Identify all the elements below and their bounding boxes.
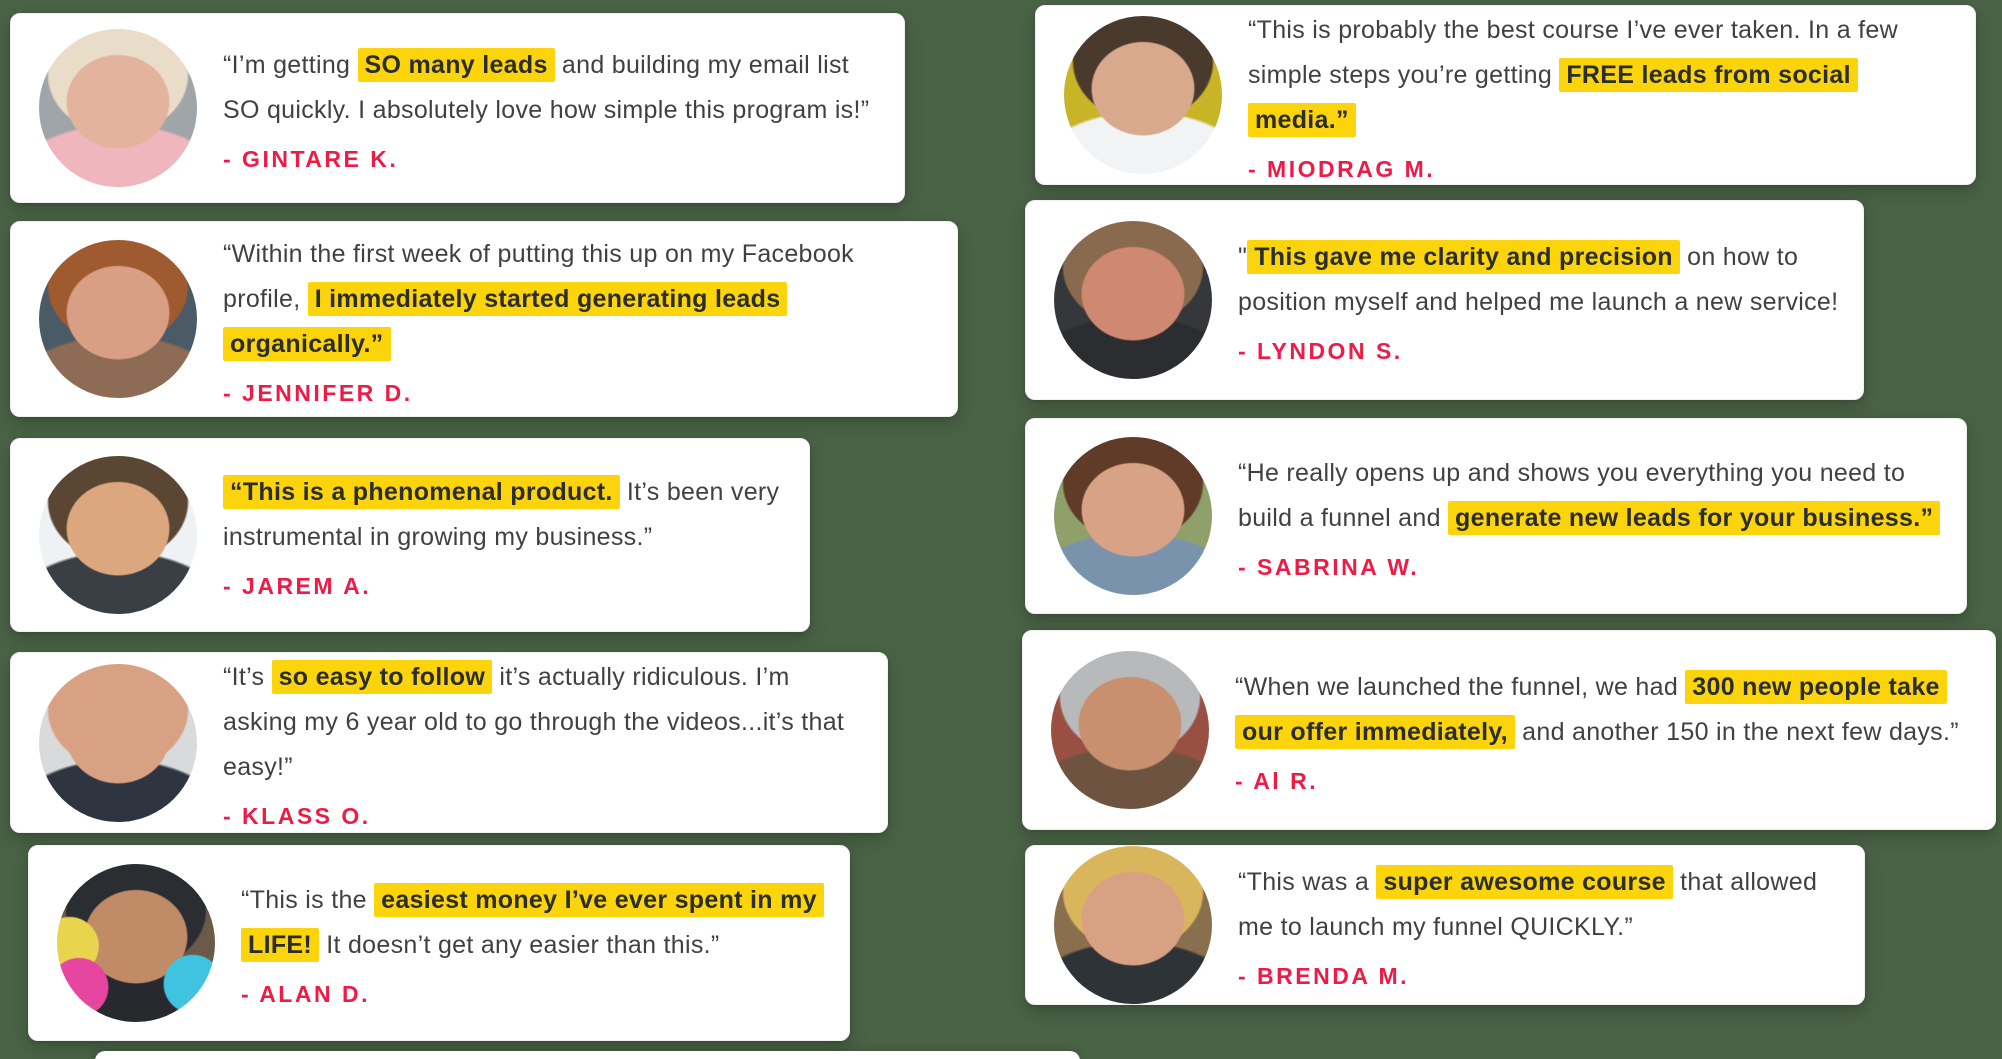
quote-text: “This is probably the best course I’ve e…: [1248, 15, 1898, 89]
testimonial-author: - BRENDA M.: [1238, 963, 1410, 989]
miodrag-m-avatar-photo: [1064, 16, 1222, 174]
klass-o-avatar-photo: [39, 663, 197, 822]
testimonial-author: - LYNDON S.: [1238, 338, 1403, 364]
testimonial-quote: “Within the first week of putting this u…: [223, 232, 935, 367]
gintare-k-avatar-photo: [39, 29, 197, 187]
quote-highlight: so easy to follow: [271, 660, 493, 694]
alan-d-avatar-photo: [57, 864, 215, 1022]
testimonial-card-miodrag-m: “This is probably the best course I’ve e…: [1035, 5, 1976, 185]
testimonial-content: “He really opens up and shows you everyt…: [1238, 451, 1966, 581]
quote-highlight: SO many leads: [357, 48, 555, 82]
testimonial-author: - MIODRAG M.: [1248, 155, 1436, 182]
testimonial-card-jennifer-d: “Within the first week of putting this u…: [10, 221, 958, 417]
testimonial-card-brenda-m: “This was a super awesome course that al…: [1025, 845, 1865, 1005]
quote-text: on how to position myself and helped me …: [1238, 243, 1839, 316]
quote-highlight: I immediately started generating leads o…: [223, 281, 788, 361]
sabrina-w-avatar-photo: [1054, 437, 1212, 595]
jennifer-d-avatar-photo: [39, 240, 197, 398]
al-r-avatar-photo: [1051, 651, 1209, 809]
testimonial-quote: “This is probably the best course I’ve e…: [1248, 8, 1953, 143]
testimonial-author: - SABRINA W.: [1238, 554, 1420, 580]
testimonial-quote: “I’m getting SO many leads and building …: [223, 43, 882, 133]
testimonial-quote: “It’s so easy to follow it’s actually ri…: [223, 655, 865, 790]
testimonial-card-alan-d: “This is the easiest money I’ve ever spe…: [28, 845, 850, 1041]
testimonial-card-al-r: “When we launched the funnel, we had 300…: [1022, 630, 1996, 830]
lyndon-s-avatar-photo: [1054, 221, 1212, 379]
testimonial-card-klass-o: “It’s so easy to follow it’s actually ri…: [10, 652, 888, 833]
testimonial-author: - JAREM A.: [223, 573, 372, 599]
quote-text: “When we launched the funnel, we had: [1235, 673, 1686, 701]
testimonial-content: “This is a phenomenal product. It’s been…: [223, 470, 809, 600]
quote-text: “I’m getting: [223, 51, 358, 79]
testimonial-card-lyndon-s: " This gave me clarity and precision on h…: [1025, 200, 1864, 400]
jarem-a-avatar-photo: [39, 456, 197, 614]
quote-text: ": [1238, 243, 1248, 271]
testimonial-content: “This was a super awesome course that al…: [1238, 860, 1864, 990]
quote-text: and building my email list SO quickly. I…: [223, 51, 870, 124]
testimonial-author: - JENNIFER D.: [223, 379, 413, 406]
quote-text: “This was a: [1238, 868, 1377, 896]
testimonial-quote: “He really opens up and shows you everyt…: [1238, 451, 1944, 541]
quote-text: “Within the first week of putting this u…: [223, 239, 854, 313]
testimonial-content: “This is the easiest money I’ve ever spe…: [241, 878, 849, 1008]
testimonial-content: “It’s so easy to follow it’s actually ri…: [223, 655, 887, 830]
testimonial-content: " This gave me clarity and precision on h…: [1238, 235, 1863, 365]
testimonial-quote: “This was a super awesome course that al…: [1238, 860, 1842, 950]
testimonial-card-sabrina-w: “He really opens up and shows you everyt…: [1025, 418, 1967, 614]
quote-text: “This is the: [241, 886, 375, 914]
testimonial-author: - Al R.: [1235, 768, 1319, 794]
quote-highlight: super awesome course: [1376, 865, 1673, 899]
quote-text: “It’s: [223, 663, 272, 691]
brenda-m-avatar-photo: [1054, 846, 1212, 1004]
quote-highlight: generate new leads for your business.”: [1448, 501, 1941, 535]
quote-text: “He really opens up and shows you everyt…: [1238, 459, 1906, 532]
testimonial-content: “I’m getting SO many leads and building …: [223, 43, 904, 173]
quote-text: that allowed me to launch my funnel QUIC…: [1238, 868, 1818, 941]
testimonial-quote: “When we launched the funnel, we had 300…: [1235, 665, 1973, 755]
testimonial-content: “This is probably the best course I’ve e…: [1248, 8, 1975, 183]
testimonial-author: - GINTARE K.: [223, 146, 399, 172]
partial-testimonial-card: [95, 1051, 1080, 1059]
testimonial-quote: " This gave me clarity and precision on h…: [1238, 235, 1841, 325]
quote-text: It’s been very instrumental in growing m…: [223, 478, 780, 551]
quote-text: it’s actually ridiculous. I’m asking my …: [223, 663, 845, 781]
testimonial-content: “Within the first week of putting this u…: [223, 232, 957, 407]
testimonial-card-gintare-k: “I’m getting SO many leads and building …: [10, 13, 905, 203]
quote-highlight: “This is a phenomenal product.: [223, 475, 620, 509]
quote-highlight: This gave me clarity and precision: [1247, 240, 1680, 274]
testimonial-content: “When we launched the funnel, we had 300…: [1235, 665, 1995, 795]
testimonial-author: - ALAN D.: [241, 981, 370, 1007]
testimonial-author: - KLASS O.: [223, 803, 371, 829]
testimonial-card-jarem-a: “This is a phenomenal product. It’s been…: [10, 438, 810, 632]
quote-text: and another 150 in the next few days.”: [1514, 718, 1959, 746]
testimonial-quote: “This is a phenomenal product. It’s been…: [223, 470, 787, 560]
quote-text: It doesn’t get any easier than this.”: [319, 931, 720, 959]
testimonial-quote: “This is the easiest money I’ve ever spe…: [241, 878, 827, 968]
